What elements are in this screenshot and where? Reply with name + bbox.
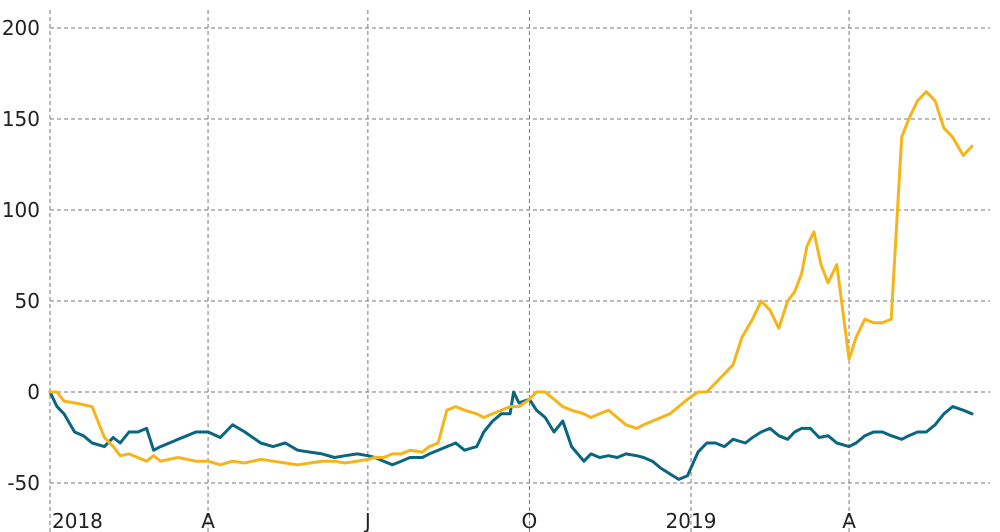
- series-line-2: [48, 90, 974, 467]
- horizontal-gridlines: [50, 27, 990, 484]
- y-tick-labels: 200 150 100 50 0 -50: [2, 16, 40, 495]
- x-tick-label: A: [201, 509, 215, 532]
- x-tick-labels: 2018 A J O 2019 A: [52, 509, 856, 532]
- y-tick-label: 150: [2, 107, 40, 131]
- y-tick-label: 200: [2, 16, 40, 40]
- y-tick-label: 0: [27, 380, 40, 404]
- x-tick-label: A: [842, 509, 856, 532]
- vertical-gridlines: [49, 10, 850, 532]
- series-lines: [48, 90, 974, 481]
- x-tick-label: O: [522, 509, 538, 532]
- x-tick-label: 2019: [666, 509, 717, 532]
- y-tick-label: -50: [7, 471, 40, 495]
- x-tick-label: 2018: [52, 509, 103, 532]
- y-tick-label: 100: [2, 198, 40, 222]
- x-tick-label: J: [363, 509, 371, 532]
- y-tick-label: 50: [15, 289, 40, 313]
